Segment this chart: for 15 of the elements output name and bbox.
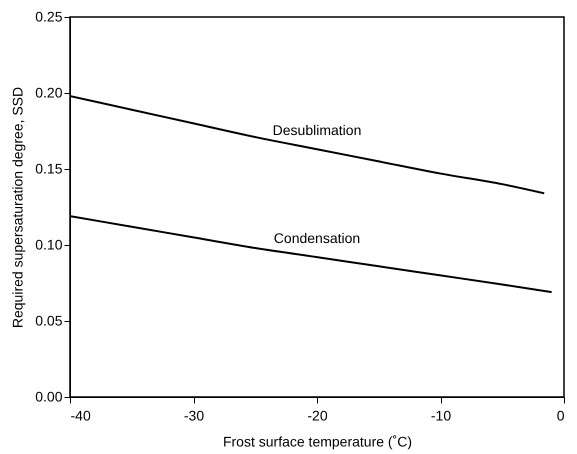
series-label: Condensation (274, 230, 360, 246)
y-tick-label: 0.20 (35, 84, 63, 100)
x-tick-label: -20 (307, 408, 328, 424)
y-tick-label: 0.05 (35, 312, 63, 328)
series-label: Desublimation (272, 122, 362, 138)
x-tick-label: 0 (556, 408, 565, 424)
x-axis-title: Frost surface temperature (˚C) (222, 434, 412, 450)
y-axis-title: Required supersaturation degree, SSD (9, 86, 26, 328)
x-tick-label: -40 (70, 408, 91, 424)
y-tick-label: 0.10 (35, 236, 63, 252)
y-tick-label: 0.15 (35, 160, 63, 176)
x-tick-label: -30 (184, 408, 204, 424)
y-tick-label: 0.25 (35, 8, 63, 24)
x-tick-label: -10 (430, 408, 452, 424)
y-tick-label: 0.00 (35, 388, 63, 404)
